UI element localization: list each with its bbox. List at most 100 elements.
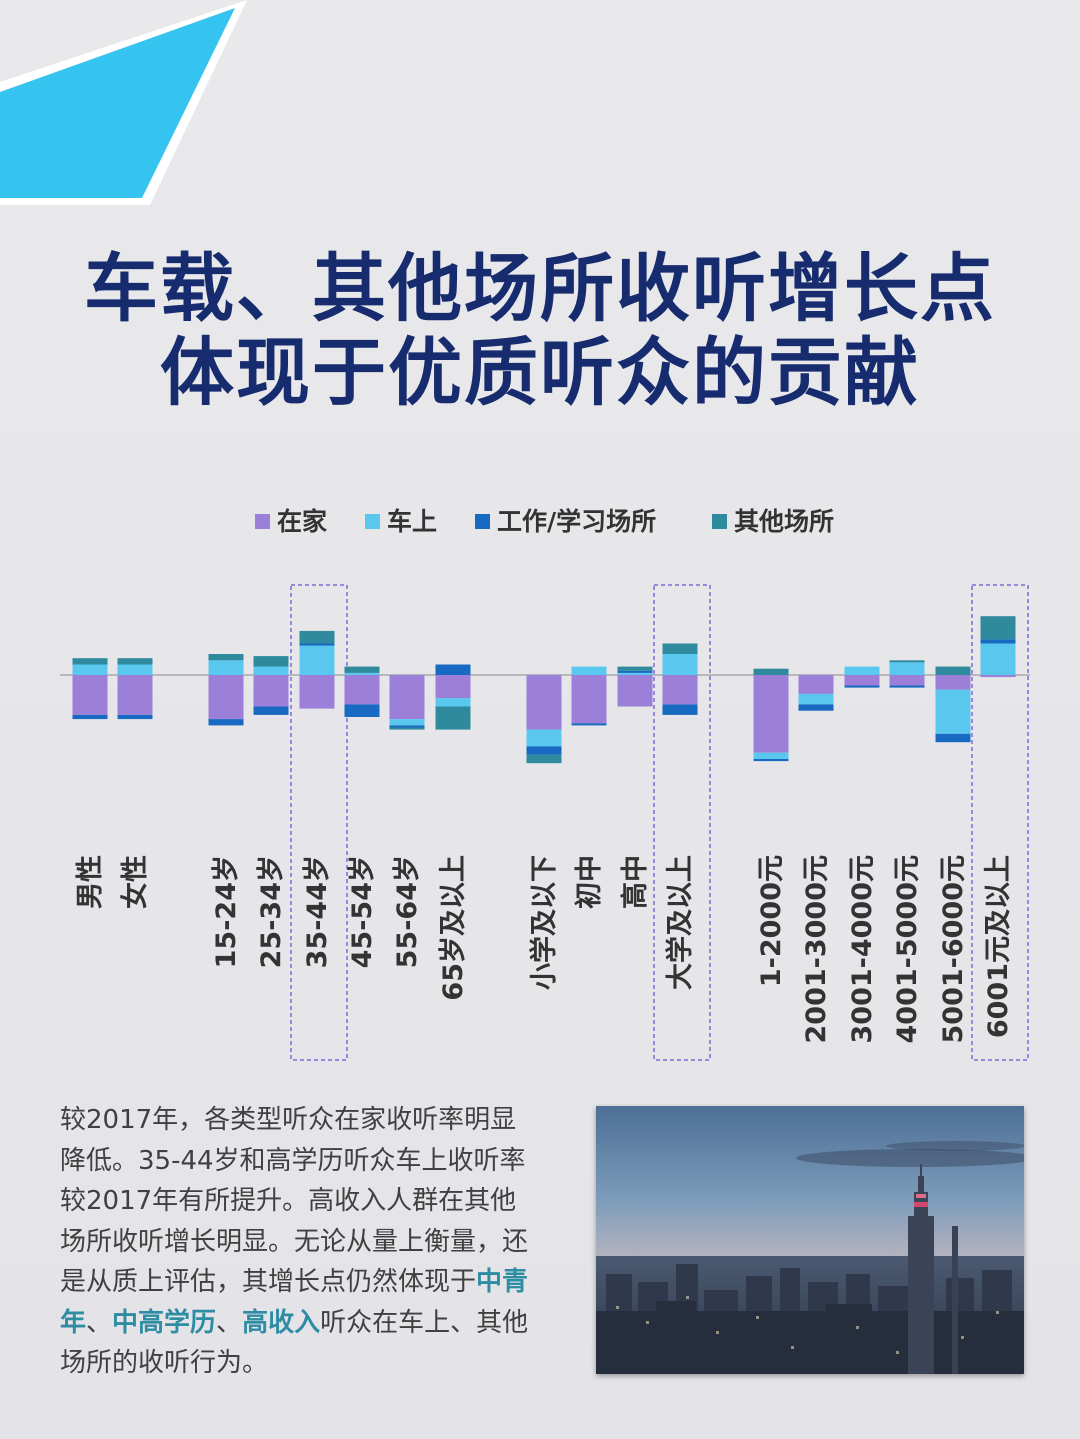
bar-在家-大学及以上: [662, 675, 698, 705]
text-run: 较2017年有所提升。高收入人群在其他: [60, 1186, 517, 1216]
bar-工作-学习场所-3001-4000元: [844, 685, 880, 688]
text-run: 、: [216, 1307, 243, 1338]
bar-在家-2001-3000元: [798, 675, 834, 694]
bar-在家-6001元及以上: [980, 675, 1016, 678]
bar-车上-初中: [571, 666, 607, 675]
legend-label-车上: 车上: [387, 507, 437, 536]
bar-其他场所-45-54岁: [344, 666, 380, 673]
description-text: 较2017年，各类型听众在家收听率明显降低。35-44岁和高学历听众车上收听率较…: [60, 1100, 580, 1384]
bar-工作-学习场所-45-54岁: [344, 704, 380, 717]
bar-工作-学习场所-初中: [571, 723, 607, 726]
bar-工作-学习场所-65岁及以上: [435, 664, 471, 675]
bar-工作-学习场所-1-2000元: [753, 759, 789, 762]
bar-工作-学习场所-35-44岁: [299, 643, 335, 646]
bar-在家-3001-4000元: [844, 675, 880, 686]
bar-在家-65岁及以上: [435, 675, 471, 699]
bar-其他场所-15-24岁: [208, 654, 244, 661]
bar-在家-45-54岁: [344, 675, 380, 705]
text-run: 降低。35-44岁和高学历听众车上收听率: [60, 1145, 526, 1176]
category-labels: 男性 女性 15-24岁 25-34岁 35-44岁 45-54岁 55-64岁 65岁及以上…: [75, 855, 1014, 1044]
bar-在家-5001-6000元: [935, 675, 971, 690]
bar-工作-学习场所-高中: [617, 670, 653, 673]
bar-车上-男性: [72, 664, 108, 675]
legend-swatch-工作-学习场所: [475, 514, 490, 529]
bar-车上-3001-4000元: [844, 666, 880, 675]
category-label-6001元及以上: 6001元及以上: [983, 855, 1014, 1038]
bar-工作-学习场所-小学及以下: [526, 746, 562, 755]
bar-车上-2001-3000元: [798, 693, 834, 705]
bar-车上-5001-6000元: [935, 689, 971, 734]
bar-工作-学习场所-25-34岁: [253, 706, 289, 715]
category-label-高中: 高中: [619, 855, 651, 909]
page-title-line-1: 车载、其他场所收听增长点: [84, 246, 996, 332]
category-label-65岁及以上: 65岁及以上: [438, 855, 469, 1001]
highlight-phrase: 高收入: [242, 1307, 321, 1338]
bar-在家-女性: [117, 675, 153, 715]
category-label-35-44岁: 35-44岁: [302, 855, 333, 968]
bar-工作-学习场所-15-24岁: [208, 719, 244, 726]
text-run: 听众在车上、其他: [320, 1307, 529, 1338]
bar-工作-学习场所-55-64岁: [389, 725, 425, 728]
legend-label-工作-学习场所: 工作/学习场所: [497, 507, 656, 536]
category-label-初中: 初中: [574, 855, 605, 909]
category-label-5001-6000元: 5001-6000元: [938, 855, 969, 1044]
bar-其他场所-55-64岁: [389, 727, 425, 730]
highlight-phrase: 中高学历: [112, 1307, 217, 1338]
bar-车上-高中: [617, 672, 653, 675]
bar-在家-高中: [617, 675, 653, 707]
highlight-boxes: [290, 584, 1029, 1061]
bar-车上-大学及以上: [662, 654, 698, 675]
legend-label-在家: 在家: [277, 507, 327, 536]
category-label-2001-3000元: 2001-3000元: [801, 855, 832, 1044]
bar-其他场所-男性: [72, 658, 108, 665]
bar-车上-55-64岁: [389, 719, 425, 726]
bar-工作-学习场所-男性: [72, 714, 108, 720]
diverging-stacked-bar-chart: 在家 车上 工作/学习场所 其他场所 男性 女性 15-24岁 25-34岁 35-44岁 45…: [60, 507, 1030, 1061]
bar-车上-小学及以下: [526, 729, 562, 747]
bar-工作-学习场所-女性: [117, 714, 153, 720]
text-run: 场所的收听行为。: [60, 1348, 269, 1378]
text-run: 、: [86, 1307, 113, 1338]
bar-车上-15-24岁: [208, 660, 244, 675]
bar-车上-35-44岁: [299, 645, 335, 675]
bar-车上-25-34岁: [253, 666, 289, 675]
bar-其他场所-高中: [617, 666, 653, 671]
bar-其他场所-4001-5000元: [889, 660, 925, 663]
bar-其他场所-女性: [117, 658, 153, 665]
bar-在家-4001-5000元: [889, 675, 925, 686]
legend-swatch-其他场所: [712, 514, 727, 529]
category-label-55-64岁: 55-64岁: [392, 855, 423, 968]
bar-工作-学习场所-5001-6000元: [935, 733, 971, 743]
category-label-女性: 女性: [119, 855, 151, 909]
category-label-45-54岁: 45-54岁: [347, 855, 378, 968]
description-line: 较2017年，各类型听众在家收听率明显: [60, 1100, 580, 1141]
bar-在家-初中: [571, 675, 607, 724]
category-label-25-34岁: 25-34岁: [256, 855, 287, 968]
bar-其他场所-6001元及以上: [980, 616, 1016, 640]
bar-工作-学习场所-6001元及以上: [980, 639, 1016, 644]
bar-在家-小学及以下: [526, 675, 562, 730]
bar-在家-35-44岁: [299, 675, 335, 709]
corner-accent-shape: [0, 0, 247, 205]
category-label-大学及以上: 大学及以上: [664, 855, 696, 990]
bar-其他场所-小学及以下: [526, 754, 562, 764]
chart-legend: 在家 车上 工作/学习场所 其他场所: [255, 507, 834, 536]
bar-在家-15-24岁: [208, 675, 244, 720]
bar-车上-45-54岁: [344, 672, 380, 675]
category-label-男性: 男性: [75, 855, 106, 909]
bar-其他场所-1-2000元: [753, 668, 789, 675]
text-run: 是从质上评估，其增长点仍然体现于: [60, 1267, 477, 1297]
bar-在家-25-34岁: [253, 675, 289, 707]
category-label-15-24岁: 15-24岁: [211, 855, 242, 968]
legend-swatch-在家: [255, 514, 270, 529]
description-line: 是从质上评估，其增长点仍然体现于中青: [60, 1262, 580, 1303]
legend-label-其他场所: 其他场所: [734, 507, 834, 536]
category-label-1-2000元: 1-2000元: [756, 855, 787, 987]
bar-工作-学习场所-4001-5000元: [889, 685, 925, 688]
highlight-box-大学及以上: [653, 584, 711, 1061]
highlight-phrase: 年: [60, 1307, 87, 1338]
bar-车上-65岁及以上: [435, 698, 471, 707]
highlight-box-6001元及以上: [971, 584, 1029, 1061]
bar-其他场所-5001-6000元: [935, 666, 971, 675]
description-line: 场所收听增长明显。无论从量上衡量，还: [60, 1222, 580, 1263]
